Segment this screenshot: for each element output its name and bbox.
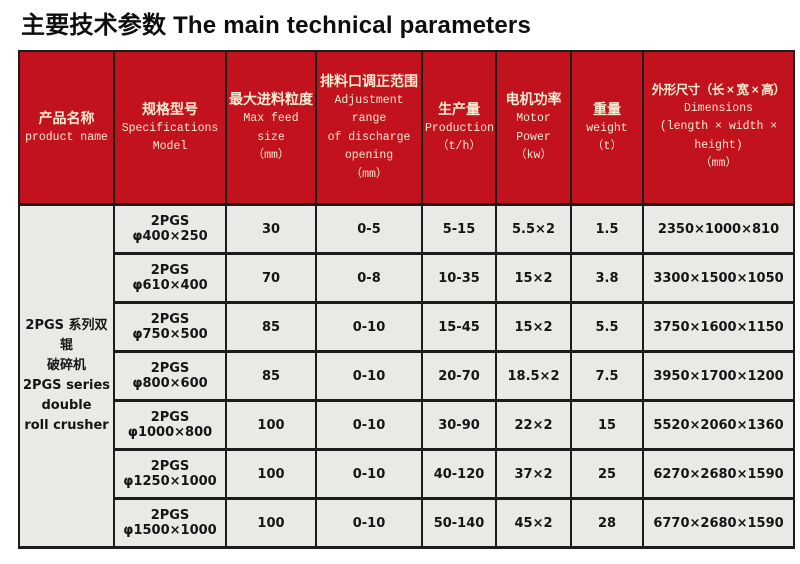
weight-cell: 28 — [570, 497, 644, 549]
max-feed-size-cell: 100 — [225, 399, 317, 451]
col-header-max-feed-size: 最大进料粒度 Max feed size （mm） — [225, 50, 317, 206]
discharge-range-cell: 0-10 — [315, 497, 423, 549]
production-cell: 15-45 — [421, 301, 497, 353]
discharge-range-cell: 0-10 — [315, 301, 423, 353]
model-cell: 2PGS φ1500×1000 — [113, 497, 227, 549]
model-cell: 2PGS φ610×400 — [113, 252, 227, 304]
col-header-motor-power-en: Motor Power （kw） — [515, 112, 552, 163]
max-feed-size-cell: 70 — [225, 252, 317, 304]
col-header-weight-zh: 重量 — [593, 100, 621, 117]
max-feed-size-cell: 100 — [225, 448, 317, 500]
table-row: 2PGS φ750×500 85 0-10 15-45 15×2 5.5 375… — [19, 301, 795, 353]
col-header-product-name-zh: 产品名称 — [38, 109, 95, 126]
weight-cell: 25 — [570, 448, 644, 500]
weight-cell: 15 — [570, 399, 644, 451]
table-body: 2PGS 系列双辊 破碎机 2PGS series double roll cr… — [18, 203, 795, 549]
col-header-motor-power: 电机功率 Motor Power （kw） — [495, 50, 572, 206]
table-row: 2PGS 系列双辊 破碎机 2PGS series double roll cr… — [18, 203, 795, 549]
col-header-model: 规格型号 Specifications Model — [113, 50, 227, 206]
motor-power-cell: 15×2 — [495, 252, 572, 304]
col-header-max-feed-size-en: Max feed size （mm） — [243, 112, 299, 163]
col-header-production: 生产量 Production （t/h） — [421, 50, 497, 206]
model-cell: 2PGS φ1000×800 — [113, 399, 227, 451]
table-row: 2PGS φ1250×1000 100 0-10 40-120 37×2 25 … — [19, 448, 795, 500]
motor-power-cell: 15×2 — [495, 301, 572, 353]
discharge-range-cell: 0-10 — [315, 350, 423, 402]
table-row: 2PGS φ1500×1000 100 0-10 50-140 45×2 28 … — [19, 497, 795, 549]
dimensions-cell: 3750×1600×1150 — [642, 301, 795, 353]
col-header-product-name: 产品名称 product name — [18, 50, 115, 206]
col-header-max-feed-size-zh: 最大进料粒度 — [229, 91, 313, 108]
col-header-product-name-en: product name — [25, 130, 108, 144]
col-header-dimensions: 外形尺寸（长 × 宽 × 高） Dimensions (length × wid… — [642, 50, 795, 206]
model-cell: 2PGS φ1250×1000 — [113, 448, 227, 500]
col-header-discharge-range-zh: 排料口调正范围 — [320, 73, 418, 90]
col-header-model-en: Specifications Model — [121, 121, 219, 153]
weight-cell: 1.5 — [570, 203, 644, 255]
col-header-model-zh: 规格型号 — [142, 100, 198, 117]
max-feed-size-cell: 100 — [225, 497, 317, 549]
table-row: 2PGS φ1000×800 100 0-10 30-90 22×2 15 55… — [19, 399, 795, 451]
col-header-weight-en: weight （t） — [586, 121, 628, 153]
model-cell: 2PGS φ800×600 — [113, 350, 227, 402]
motor-power-cell: 37×2 — [495, 448, 572, 500]
page-title: 主要技术参数 The main technical parameters — [21, 12, 532, 39]
discharge-range-cell: 0-10 — [315, 448, 423, 500]
discharge-range-cell: 0-5 — [315, 203, 423, 255]
weight-cell: 5.5 — [570, 301, 644, 353]
motor-power-cell: 22×2 — [495, 399, 572, 451]
dimensions-cell: 6270×2680×1590 — [642, 448, 795, 500]
max-feed-size-cell: 85 — [225, 350, 317, 402]
col-header-dimensions-zh: 外形尺寸（长 × 宽 × 高） — [651, 83, 786, 98]
production-cell: 40-120 — [421, 448, 497, 500]
dimensions-cell: 2350×1000×810 — [642, 203, 795, 255]
motor-power-cell: 45×2 — [495, 497, 572, 549]
col-header-dimensions-en: Dimensions (length × width × height) （mm… — [659, 102, 778, 171]
table-header: 产品名称 product name 规格型号 Specifications Mo… — [18, 50, 795, 206]
table-row: 2PGS φ800×600 85 0-10 20-70 18.5×2 7.5 3… — [19, 350, 795, 402]
max-feed-size-cell: 85 — [225, 301, 317, 353]
dimensions-cell: 3950×1700×1200 — [642, 350, 795, 402]
table-row: 2PGS φ610×400 70 0-8 10-35 15×2 3.8 3300… — [19, 252, 795, 304]
header-row: 产品名称 product name 规格型号 Specifications Mo… — [18, 50, 795, 206]
production-cell: 50-140 — [421, 497, 497, 549]
col-header-production-zh: 生产量 — [438, 100, 480, 117]
dimensions-cell: 3300×1500×1050 — [642, 252, 795, 304]
motor-power-cell: 5.5×2 — [495, 203, 572, 255]
production-cell: 10-35 — [421, 252, 497, 304]
weight-cell: 3.8 — [570, 252, 644, 304]
motor-power-cell: 18.5×2 — [495, 350, 572, 402]
col-header-motor-power-zh: 电机功率 — [505, 91, 562, 108]
weight-cell: 7.5 — [570, 350, 644, 402]
col-header-production-en: Production （t/h） — [425, 121, 495, 153]
col-header-discharge-range-en: Adjustment range of discharge opening （m… — [327, 94, 411, 181]
discharge-range-cell: 0-8 — [315, 252, 423, 304]
product-name-cell: 2PGS 系列双辊 破碎机 2PGS series double roll cr… — [18, 203, 115, 549]
production-cell: 30-90 — [421, 399, 497, 451]
dimensions-cell: 6770×2680×1590 — [642, 497, 795, 549]
technical-parameters-table: 产品名称 product name 规格型号 Specifications Mo… — [18, 50, 795, 549]
model-cell: 2PGS φ400×250 — [113, 203, 227, 255]
production-cell: 5-15 — [421, 203, 497, 255]
dimensions-cell: 5520×2060×1360 — [642, 399, 795, 451]
col-header-weight: 重量 weight （t） — [570, 50, 644, 206]
production-cell: 20-70 — [421, 350, 497, 402]
discharge-range-cell: 0-10 — [315, 399, 423, 451]
col-header-discharge-range: 排料口调正范围 Adjustment range of discharge op… — [315, 50, 423, 206]
max-feed-size-cell: 30 — [225, 203, 317, 255]
model-cell: 2PGS φ750×500 — [113, 301, 227, 353]
